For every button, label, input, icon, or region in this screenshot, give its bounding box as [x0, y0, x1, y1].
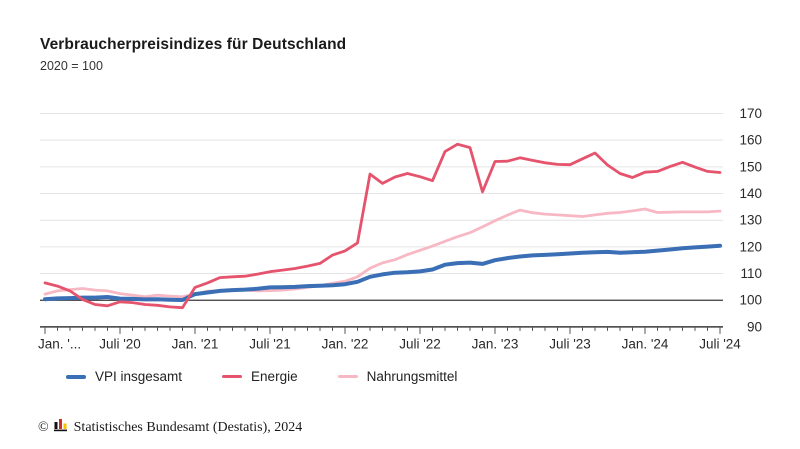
series-line-energie[interactable]	[43, 142, 722, 310]
x-axis-tick-label: Jan. '21	[172, 336, 219, 351]
y-axis-tick-label: 110	[740, 266, 762, 281]
x-axis-tick-label: Juli '22	[399, 336, 441, 351]
legend: VPI insgesamt Energie Nahrungsmittel	[66, 369, 457, 384]
x-axis-tick-label: Juli '24	[699, 336, 741, 351]
legend-item-energie[interactable]: Energie	[222, 369, 298, 384]
legend-swatch-vpi-icon	[66, 374, 86, 379]
footer-copyright: © Statistisches Bundesamt (Destatis), 20…	[38, 418, 302, 437]
legend-swatch-nahrungsmittel-icon	[337, 375, 358, 378]
y-axis-tick-label: 130	[739, 213, 762, 228]
x-axis-tick-label: Jan. '...	[38, 336, 81, 351]
destatis-logo-icon	[53, 418, 69, 437]
y-axis-tick-label: 140	[739, 186, 762, 201]
y-axis-tick-label: 100	[739, 293, 762, 308]
legend-item-nahrungsmittel[interactable]: Nahrungsmittel	[337, 369, 458, 384]
x-axis-tick-label: Jan. '22	[322, 336, 369, 351]
series-line-vpi-insgesamt[interactable]	[43, 243, 722, 302]
legend-label: Nahrungsmittel	[366, 369, 458, 384]
legend-swatch-energie-icon	[222, 375, 243, 378]
y-axis-tick-label: 150	[739, 159, 762, 174]
x-axis-tick-label: Jan. '23	[472, 336, 519, 351]
x-axis-tick-label: Juli '21	[249, 336, 291, 351]
x-axis-tick-label: Juli '23	[549, 336, 591, 351]
page-subtitle: 2020 = 100	[40, 59, 103, 73]
x-axis-tick-label: Jan. '24	[622, 336, 669, 351]
legend-label: Energie	[251, 369, 298, 384]
copyright-symbol: ©	[38, 419, 49, 435]
y-axis-tick-label: 160	[739, 133, 762, 148]
page-title: Verbraucherpreisindizes für Deutschland	[40, 36, 347, 53]
legend-label: VPI insgesamt	[95, 369, 183, 384]
series-line-nahrungsmittel[interactable]	[43, 207, 722, 299]
y-axis-tick-label: 90	[747, 319, 762, 334]
legend-item-vpi-insgesamt[interactable]: VPI insgesamt	[66, 369, 182, 384]
y-axis-tick-label: 120	[739, 239, 762, 254]
x-axis-tick-label: Juli '20	[99, 336, 141, 351]
chart-header: Verbraucherpreisindizes für Deutschland …	[40, 36, 346, 73]
footer-text: Statistisches Bundesamt (Destatis), 2024	[73, 419, 303, 435]
y-axis-tick-label: 170	[739, 106, 762, 121]
